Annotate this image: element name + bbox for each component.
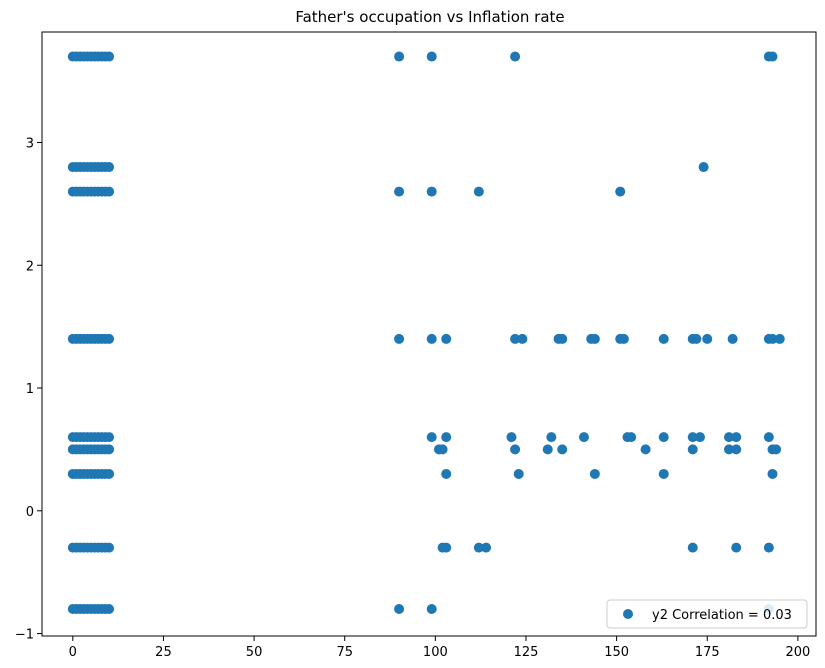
data-point	[441, 468, 452, 479]
data-point	[687, 542, 698, 553]
x-tick-label: 150	[604, 645, 629, 660]
data-point	[615, 186, 626, 197]
data-point	[618, 333, 629, 344]
data-point	[542, 444, 553, 455]
legend-marker	[623, 609, 633, 619]
data-point	[557, 333, 568, 344]
x-tick-label: 50	[246, 645, 263, 660]
data-point	[437, 444, 448, 455]
data-point	[104, 162, 115, 173]
data-point	[441, 333, 452, 344]
y-tick-label: 1	[26, 382, 34, 397]
data-point	[517, 333, 528, 344]
data-point	[658, 333, 669, 344]
y-tick-label: −1	[15, 628, 34, 643]
data-point	[426, 603, 437, 614]
data-point	[104, 432, 115, 443]
data-point	[104, 444, 115, 455]
data-point	[763, 542, 774, 553]
data-point	[104, 333, 115, 344]
data-point	[394, 603, 405, 614]
data-point	[698, 162, 709, 173]
y-tick-label: 2	[26, 259, 34, 274]
data-point	[506, 432, 517, 443]
data-point	[481, 542, 492, 553]
data-point	[767, 333, 778, 344]
data-point	[426, 432, 437, 443]
data-point	[694, 432, 705, 443]
data-point	[658, 432, 669, 443]
data-point	[767, 51, 778, 62]
data-point	[626, 432, 637, 443]
y-tick-label: 0	[26, 505, 34, 520]
x-axis: 0 25 50 75 100 125 150 175 200	[69, 636, 810, 660]
data-point	[104, 542, 115, 553]
data-point	[723, 432, 734, 443]
data-point	[658, 468, 669, 479]
data-point	[426, 186, 437, 197]
plot-frame	[41, 31, 817, 637]
data-point	[687, 432, 698, 443]
y-tick-label: 3	[26, 136, 34, 151]
data-point	[394, 51, 405, 62]
data-point	[441, 542, 452, 553]
data-point	[731, 432, 742, 443]
data-point	[702, 333, 713, 344]
data-point	[557, 444, 568, 455]
legend: y2 Correlation = 0.03	[606, 599, 808, 629]
data-point	[546, 432, 557, 443]
data-point	[441, 432, 452, 443]
data-point	[687, 444, 698, 455]
x-tick-label: 125	[514, 645, 539, 660]
data-point	[104, 51, 115, 62]
data-point	[589, 468, 600, 479]
data-point	[510, 51, 521, 62]
x-tick-label: 200	[785, 645, 810, 660]
data-point	[473, 186, 484, 197]
data-point	[510, 444, 521, 455]
data-point	[763, 432, 774, 443]
data-point	[731, 542, 742, 553]
data-point	[723, 444, 734, 455]
data-point	[731, 444, 742, 455]
data-point	[691, 333, 702, 344]
data-point	[473, 542, 484, 553]
data-point	[578, 432, 589, 443]
data-point	[104, 468, 115, 479]
data-point	[771, 444, 782, 455]
x-tick-label: 0	[69, 645, 77, 660]
x-tick-label: 175	[695, 645, 720, 660]
data-point	[426, 333, 437, 344]
legend-box	[606, 599, 808, 629]
data-point	[774, 333, 785, 344]
chart-title: Father's occupation vs Inflation rate	[295, 8, 564, 26]
data-point	[589, 333, 600, 344]
data-point	[640, 444, 651, 455]
data-point	[510, 333, 521, 344]
data-point	[767, 468, 778, 479]
points-layer	[67, 51, 785, 614]
y-axis: −1 0 1 2 3	[15, 136, 42, 643]
x-tick-label: 75	[336, 645, 353, 660]
data-point	[426, 51, 437, 62]
data-point	[394, 333, 405, 344]
data-point	[104, 186, 115, 197]
legend-label: y2 Correlation = 0.03	[652, 608, 792, 623]
data-point	[394, 186, 405, 197]
data-point	[513, 468, 524, 479]
x-tick-label: 100	[423, 645, 448, 660]
data-point	[727, 333, 738, 344]
data-point	[104, 603, 115, 614]
x-tick-label: 25	[155, 645, 172, 660]
